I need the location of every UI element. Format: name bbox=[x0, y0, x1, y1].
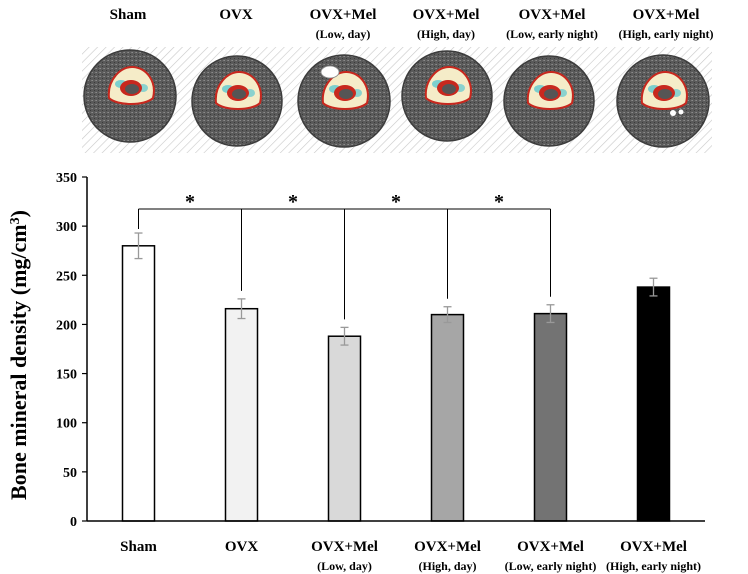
y-axis-ticks: 0 50 100 150 200 250 300 350 bbox=[56, 171, 87, 530]
significance-brackets: * * * * bbox=[138, 191, 551, 320]
bar bbox=[430, 313, 465, 522]
y-tick-label: 100 bbox=[56, 417, 77, 432]
top-group-labels: Sham OVX OVX+Mel (Low, day) OVX+Mel (High, da… bbox=[110, 7, 714, 41]
y-tick-label: 250 bbox=[56, 269, 77, 284]
y-tick-label: 150 bbox=[56, 368, 77, 383]
y-tick-label: 0 bbox=[70, 515, 77, 530]
microct-bone-scan bbox=[83, 49, 177, 143]
ct-image-strip bbox=[82, 47, 712, 153]
image-group-sublabel: (Low, early night) bbox=[506, 27, 598, 41]
x-tick-label: OVX+Mel bbox=[414, 539, 481, 555]
error-bar bbox=[237, 298, 246, 320]
bar-chart: Bone mineral density (mg/cm3) 0 50 100 150 2… bbox=[6, 171, 705, 573]
hatched-background bbox=[82, 47, 712, 153]
image-group-label: OVX+Mel bbox=[310, 7, 377, 23]
x-tick-label: OVX bbox=[225, 539, 259, 555]
error-bar bbox=[649, 277, 658, 297]
significance-star: * bbox=[494, 191, 504, 213]
microct-bone-scan bbox=[401, 50, 493, 142]
bar bbox=[121, 245, 156, 522]
microct-bone-scan bbox=[616, 54, 710, 148]
error-bar bbox=[546, 304, 555, 324]
bar bbox=[224, 307, 259, 522]
image-group-sublabel: (High, day) bbox=[417, 27, 475, 41]
y-axis-label: Bone mineral density (mg/cm3) bbox=[6, 210, 31, 500]
image-group-label: Sham bbox=[110, 7, 147, 23]
image-group-label: OVX+Mel bbox=[413, 7, 480, 23]
x-axis-labels: Sham OVX OVX+Mel (Low, day) OVX+Mel (High, da… bbox=[120, 539, 701, 573]
image-group-label: OVX+Mel bbox=[633, 7, 700, 23]
significance-star: * bbox=[185, 191, 195, 213]
error-bar bbox=[340, 326, 349, 346]
x-tick-sublabel: (High, day) bbox=[418, 559, 476, 573]
microct-bone-scan bbox=[191, 55, 283, 147]
y-tick-label: 300 bbox=[56, 220, 77, 235]
y-tick-label: 50 bbox=[63, 466, 77, 481]
bar bbox=[533, 312, 568, 522]
image-group-sublabel: (Low, day) bbox=[316, 27, 371, 41]
x-tick-sublabel: (High, early night) bbox=[606, 559, 701, 573]
image-group-label: OVX+Mel bbox=[519, 7, 586, 23]
bar bbox=[327, 335, 362, 522]
x-tick-label: OVX+Mel bbox=[620, 539, 687, 555]
microct-bone-scan bbox=[503, 55, 595, 147]
error-bar bbox=[134, 232, 143, 260]
x-tick-sublabel: (Low, day) bbox=[317, 559, 372, 573]
y-tick-label: 350 bbox=[56, 171, 77, 186]
image-group-sublabel: (High, early night) bbox=[619, 27, 714, 41]
x-tick-label: Sham bbox=[120, 539, 157, 555]
x-tick-label: OVX+Mel bbox=[517, 539, 584, 555]
x-tick-sublabel: (Low, early night) bbox=[505, 559, 597, 573]
significance-star: * bbox=[391, 191, 401, 213]
microct-bone-scan bbox=[297, 54, 391, 148]
error-bar bbox=[443, 306, 452, 324]
significance-star: * bbox=[288, 191, 298, 213]
bars bbox=[121, 232, 671, 522]
y-tick-label: 200 bbox=[56, 318, 77, 333]
bar bbox=[636, 286, 671, 522]
x-tick-label: OVX+Mel bbox=[311, 539, 378, 555]
image-group-label: OVX bbox=[219, 7, 253, 23]
